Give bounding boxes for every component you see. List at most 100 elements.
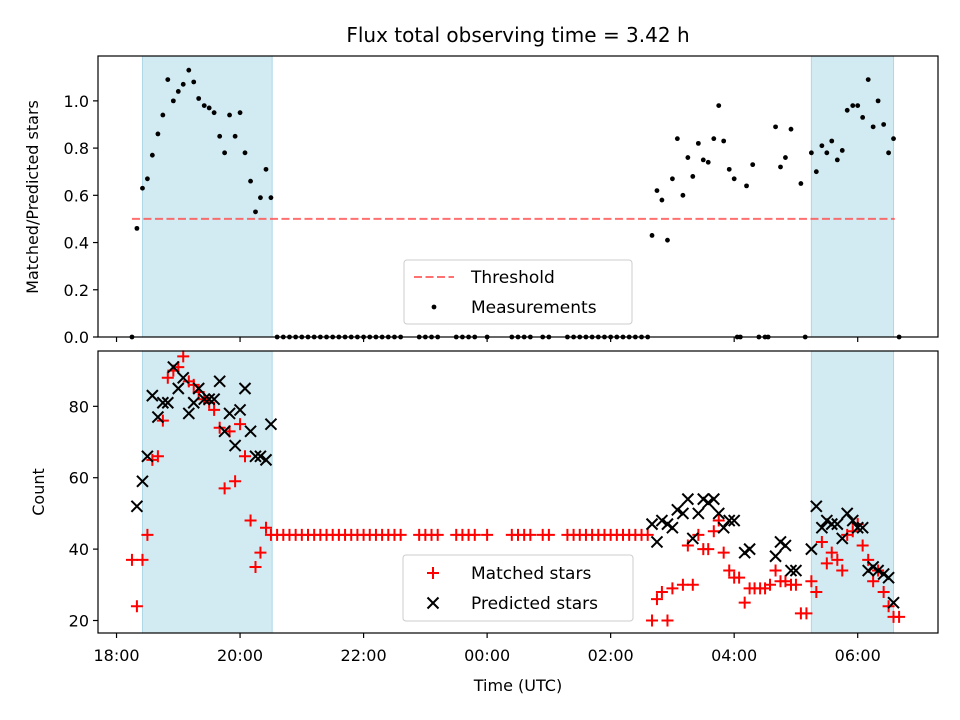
predicted-star-point — [213, 375, 226, 388]
matched-star-point — [733, 571, 746, 584]
legend-predicted-swatch — [426, 596, 440, 610]
matched-star-point — [234, 418, 247, 431]
matched-star-point — [686, 578, 699, 591]
top-y-tick-label: 0.8 — [64, 139, 89, 158]
measurement-point — [721, 138, 727, 144]
matched-star-point — [707, 525, 720, 538]
matched-star-point — [831, 553, 844, 566]
matched-star-point — [229, 475, 242, 488]
measurement-point — [649, 233, 655, 238]
predicted-star-point — [836, 532, 849, 545]
measurement-point — [670, 176, 675, 182]
matched-star-point — [867, 575, 880, 588]
predicted-star-point — [244, 425, 257, 438]
matched-star-point — [249, 560, 262, 573]
bottom-y-ticks: 20 40 60 80 — [69, 397, 98, 631]
matched-star-point — [825, 546, 838, 559]
matched-star-point — [431, 528, 444, 541]
top-shaded-span-1 — [810, 55, 895, 338]
legend-measurements-swatch — [431, 304, 437, 310]
matched-star-point — [789, 578, 802, 591]
measurement-point — [860, 114, 866, 120]
predicted-star-point — [156, 396, 170, 409]
matched-star-point — [254, 546, 267, 559]
bottom-shaded-span-0 — [141, 350, 273, 634]
matched-star-point — [856, 539, 869, 552]
legend-threshold-label: Threshold — [470, 268, 555, 288]
measurement-point — [834, 157, 840, 163]
predicted-star-point — [810, 500, 823, 513]
top-legend-box — [403, 259, 633, 325]
measurement-point — [778, 164, 783, 170]
measurement-point — [654, 188, 660, 193]
top-legend: Threshold Measurements — [403, 259, 633, 325]
measurement-point — [850, 103, 856, 108]
measurement-point — [227, 112, 232, 118]
predicted-star-point — [887, 596, 900, 609]
matched-star-point — [641, 528, 654, 541]
predicted-star-point — [161, 396, 175, 409]
matched-star-point — [646, 614, 659, 627]
predicted-star-point — [676, 507, 690, 520]
matched-star-point — [239, 450, 251, 463]
measurement-point — [726, 166, 732, 172]
measurement-point — [253, 209, 258, 215]
x-tick-label: 18:00 — [93, 646, 139, 665]
measurement-point — [773, 124, 778, 130]
matched-star-point — [218, 482, 231, 495]
measurement-point — [222, 150, 228, 156]
predicted-star-point — [727, 514, 741, 527]
top-y-tick-label: 0.4 — [64, 234, 89, 253]
predicted-star-point — [856, 521, 869, 534]
predicted-star-point — [779, 539, 792, 552]
matched-star-point — [394, 528, 407, 541]
predicted-star-point — [686, 532, 700, 545]
measurement-point — [134, 225, 140, 231]
predicted-star-point — [238, 382, 252, 395]
predicted-star-point — [187, 396, 200, 409]
matched-star-point — [468, 528, 481, 541]
matched-star-point — [650, 593, 663, 606]
matched-star-point — [800, 607, 813, 620]
top-y-tick-label: 0.6 — [64, 186, 89, 205]
measurement-point — [844, 107, 850, 113]
matched-star-point — [208, 403, 221, 416]
matched-star-point — [260, 521, 272, 534]
matched-star-point — [661, 614, 674, 627]
measurement-point — [175, 89, 181, 94]
predicted-star-point — [172, 382, 185, 395]
measurement-point — [865, 77, 871, 83]
matched-star-point — [877, 585, 890, 598]
measurement-point — [788, 126, 794, 132]
bottom-y-axis-label: Count — [29, 468, 48, 516]
measurement-point — [165, 77, 171, 83]
measurement-point — [191, 79, 197, 85]
predicted-star-point — [723, 514, 736, 527]
measurement-point — [819, 143, 825, 149]
predicted-star-point — [671, 503, 684, 517]
legend-matched-label: Matched stars — [471, 564, 591, 584]
predicted-star-point — [702, 496, 715, 509]
predicted-star-point — [655, 514, 669, 527]
predicted-star-point — [882, 571, 895, 584]
measurement-point — [263, 166, 269, 172]
measurement-point — [149, 152, 155, 158]
matched-star-point — [836, 564, 849, 577]
x-tick-label: 04:00 — [711, 646, 757, 665]
predicted-star-point — [167, 360, 180, 374]
measurement-point — [170, 98, 176, 104]
bottom-y-tick-label: 60 — [69, 469, 89, 488]
predicted-star-point — [645, 517, 659, 531]
bottom-legend: Matched stars Predicted stars — [402, 554, 634, 622]
predicted-star-point — [192, 382, 205, 395]
x-tick-label: 00:00 — [464, 646, 510, 665]
matched-star-point — [862, 553, 875, 566]
predicted-star-point — [223, 407, 236, 420]
matched-star-point — [481, 528, 494, 541]
predicted-star-point — [254, 450, 267, 463]
matched-star-point — [815, 535, 828, 548]
predicted-star-point — [840, 507, 854, 520]
measurement-point — [711, 136, 717, 142]
matched-star-point — [136, 553, 149, 566]
bottom-legend-box — [402, 554, 634, 622]
